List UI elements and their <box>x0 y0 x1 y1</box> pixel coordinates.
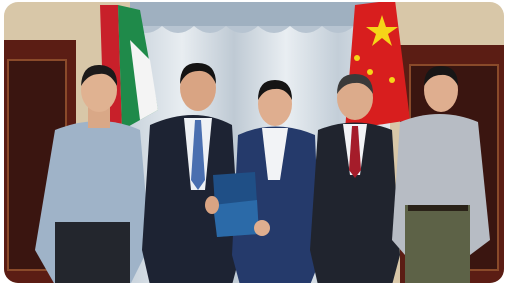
trousers <box>405 205 470 285</box>
scene <box>0 0 508 285</box>
page-body <box>0 0 508 285</box>
photo <box>0 0 508 285</box>
trousers <box>55 222 130 285</box>
flag-star-small <box>354 55 360 61</box>
page: Photo {} html, body { margin: 0; padding… <box>0 0 508 285</box>
hand <box>205 196 219 214</box>
valance <box>130 0 390 26</box>
booklet-band <box>213 200 259 237</box>
belt <box>408 205 468 211</box>
flag-star-small <box>389 77 395 83</box>
hand <box>254 220 270 236</box>
flag-star-small <box>367 69 373 75</box>
